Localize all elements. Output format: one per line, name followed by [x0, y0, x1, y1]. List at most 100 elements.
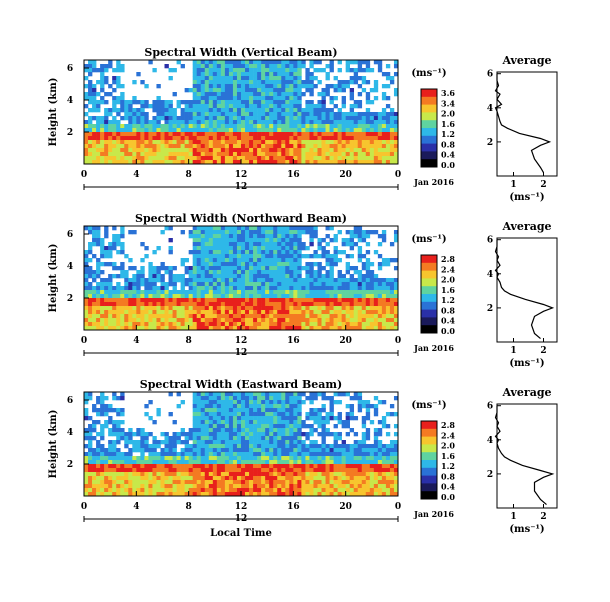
heatmap-cell [358, 100, 362, 104]
heatmap-cell [209, 258, 213, 262]
heatmap-cell [108, 298, 112, 302]
heatmap-cell [358, 124, 362, 128]
heatmap-cell [177, 144, 181, 148]
colorbar-label: 0.4 [441, 316, 455, 326]
heatmap-cell [241, 400, 245, 404]
heatmap-cell [317, 306, 321, 310]
heatmap-cell [326, 262, 330, 266]
heatmap-cell [382, 302, 386, 306]
heatmap-cell [193, 238, 197, 242]
heatmap-cell [209, 412, 213, 416]
heatmap-cell [374, 144, 378, 148]
heatmap-cell [273, 104, 277, 108]
heatmap-cell [245, 464, 249, 468]
heatmap-cell [285, 420, 289, 424]
heatmap-cell [148, 140, 152, 144]
heatmap-cell [205, 234, 209, 238]
heatmap-cell [173, 266, 177, 270]
heatmap-cell [277, 108, 281, 112]
heatmap-cell [96, 468, 100, 472]
heatmap-cell [289, 480, 293, 484]
heatmap-cell [342, 448, 346, 452]
heatmap-cell [362, 314, 366, 318]
heatmap-cell [209, 318, 213, 322]
heatmap-cell [289, 278, 293, 282]
heatmap-cell [225, 440, 229, 444]
heatmap-cell [322, 144, 326, 148]
heatmap-cell [245, 278, 249, 282]
heatmap-cell [293, 298, 297, 302]
heatmap-cell [193, 234, 197, 238]
heatmap-cell [116, 148, 120, 152]
heatmap-cell [378, 266, 382, 270]
heatmap-cell [217, 468, 221, 472]
heatmap-cell [261, 132, 265, 136]
heatmap-cell [221, 294, 225, 298]
heatmap-cell [225, 104, 229, 108]
heatmap-cell [374, 156, 378, 160]
heatmap-cell [253, 92, 257, 96]
heatmap-cell [249, 254, 253, 258]
heatmap-cell [169, 104, 173, 108]
heatmap-cell [100, 408, 104, 412]
heatmap-cell [128, 298, 132, 302]
heatmap-cell [221, 136, 225, 140]
heatmap-cell [293, 432, 297, 436]
heatmap-cell [237, 128, 241, 132]
heatmap-cell [285, 278, 289, 282]
heatmap-cell [257, 96, 261, 100]
heatmap-cell [233, 298, 237, 302]
heatmap-cell [269, 468, 273, 472]
heatmap-cell [189, 452, 193, 456]
heatmap-cell [346, 404, 350, 408]
heatmap-cell [273, 488, 277, 492]
heatmap-cell [350, 476, 354, 480]
heatmap-cell [209, 128, 213, 132]
heatmap-cell [209, 112, 213, 116]
heatmap-cell [366, 116, 370, 120]
heatmap-cell [297, 460, 301, 464]
heatmap-cell [249, 420, 253, 424]
heatmap-cell [233, 428, 237, 432]
heatmap-cell [169, 128, 173, 132]
heatmap-cell [116, 428, 120, 432]
heatmap-cell [205, 116, 209, 120]
heatmap-cell [173, 452, 177, 456]
heatmap-cell [120, 124, 124, 128]
heatmap-cell [289, 140, 293, 144]
heatmap-cell [193, 448, 197, 452]
heatmap-cell [362, 318, 366, 322]
heatmap-cell [289, 472, 293, 476]
heatmap-cell [241, 412, 245, 416]
heatmap-cell [169, 488, 173, 492]
heatmap-cell [289, 392, 293, 396]
heatmap-cell [382, 452, 386, 456]
heatmap-cell [257, 322, 261, 326]
heatmap-cell [330, 314, 334, 318]
heatmap-cell [92, 140, 96, 144]
heatmap-cell [225, 68, 229, 72]
heatmap-cell [313, 274, 317, 278]
heatmap-cell [289, 250, 293, 254]
heatmap-cell [128, 322, 132, 326]
heatmap-cell [120, 306, 124, 310]
heatmap-cell [112, 460, 116, 464]
heatmap-cell [189, 266, 193, 270]
heatmap-cell [382, 286, 386, 290]
heatmap-cell [370, 120, 374, 124]
heatmap-cell [317, 476, 321, 480]
heatmap-cell [245, 116, 249, 120]
heatmap-cell [253, 408, 257, 412]
heatmap-cell [213, 290, 217, 294]
heatmap-cell [358, 132, 362, 136]
heatmap-cell [334, 444, 338, 448]
heatmap-cell [225, 306, 229, 310]
heatmap-cell [140, 432, 144, 436]
heatmap-cell [160, 484, 164, 488]
heatmap-cell [249, 76, 253, 80]
heatmap-cell [289, 290, 293, 294]
heatmap-cell [342, 152, 346, 156]
heatmap-cell [334, 234, 338, 238]
heatmap-cell [346, 128, 350, 132]
heatmap-cell [253, 278, 257, 282]
